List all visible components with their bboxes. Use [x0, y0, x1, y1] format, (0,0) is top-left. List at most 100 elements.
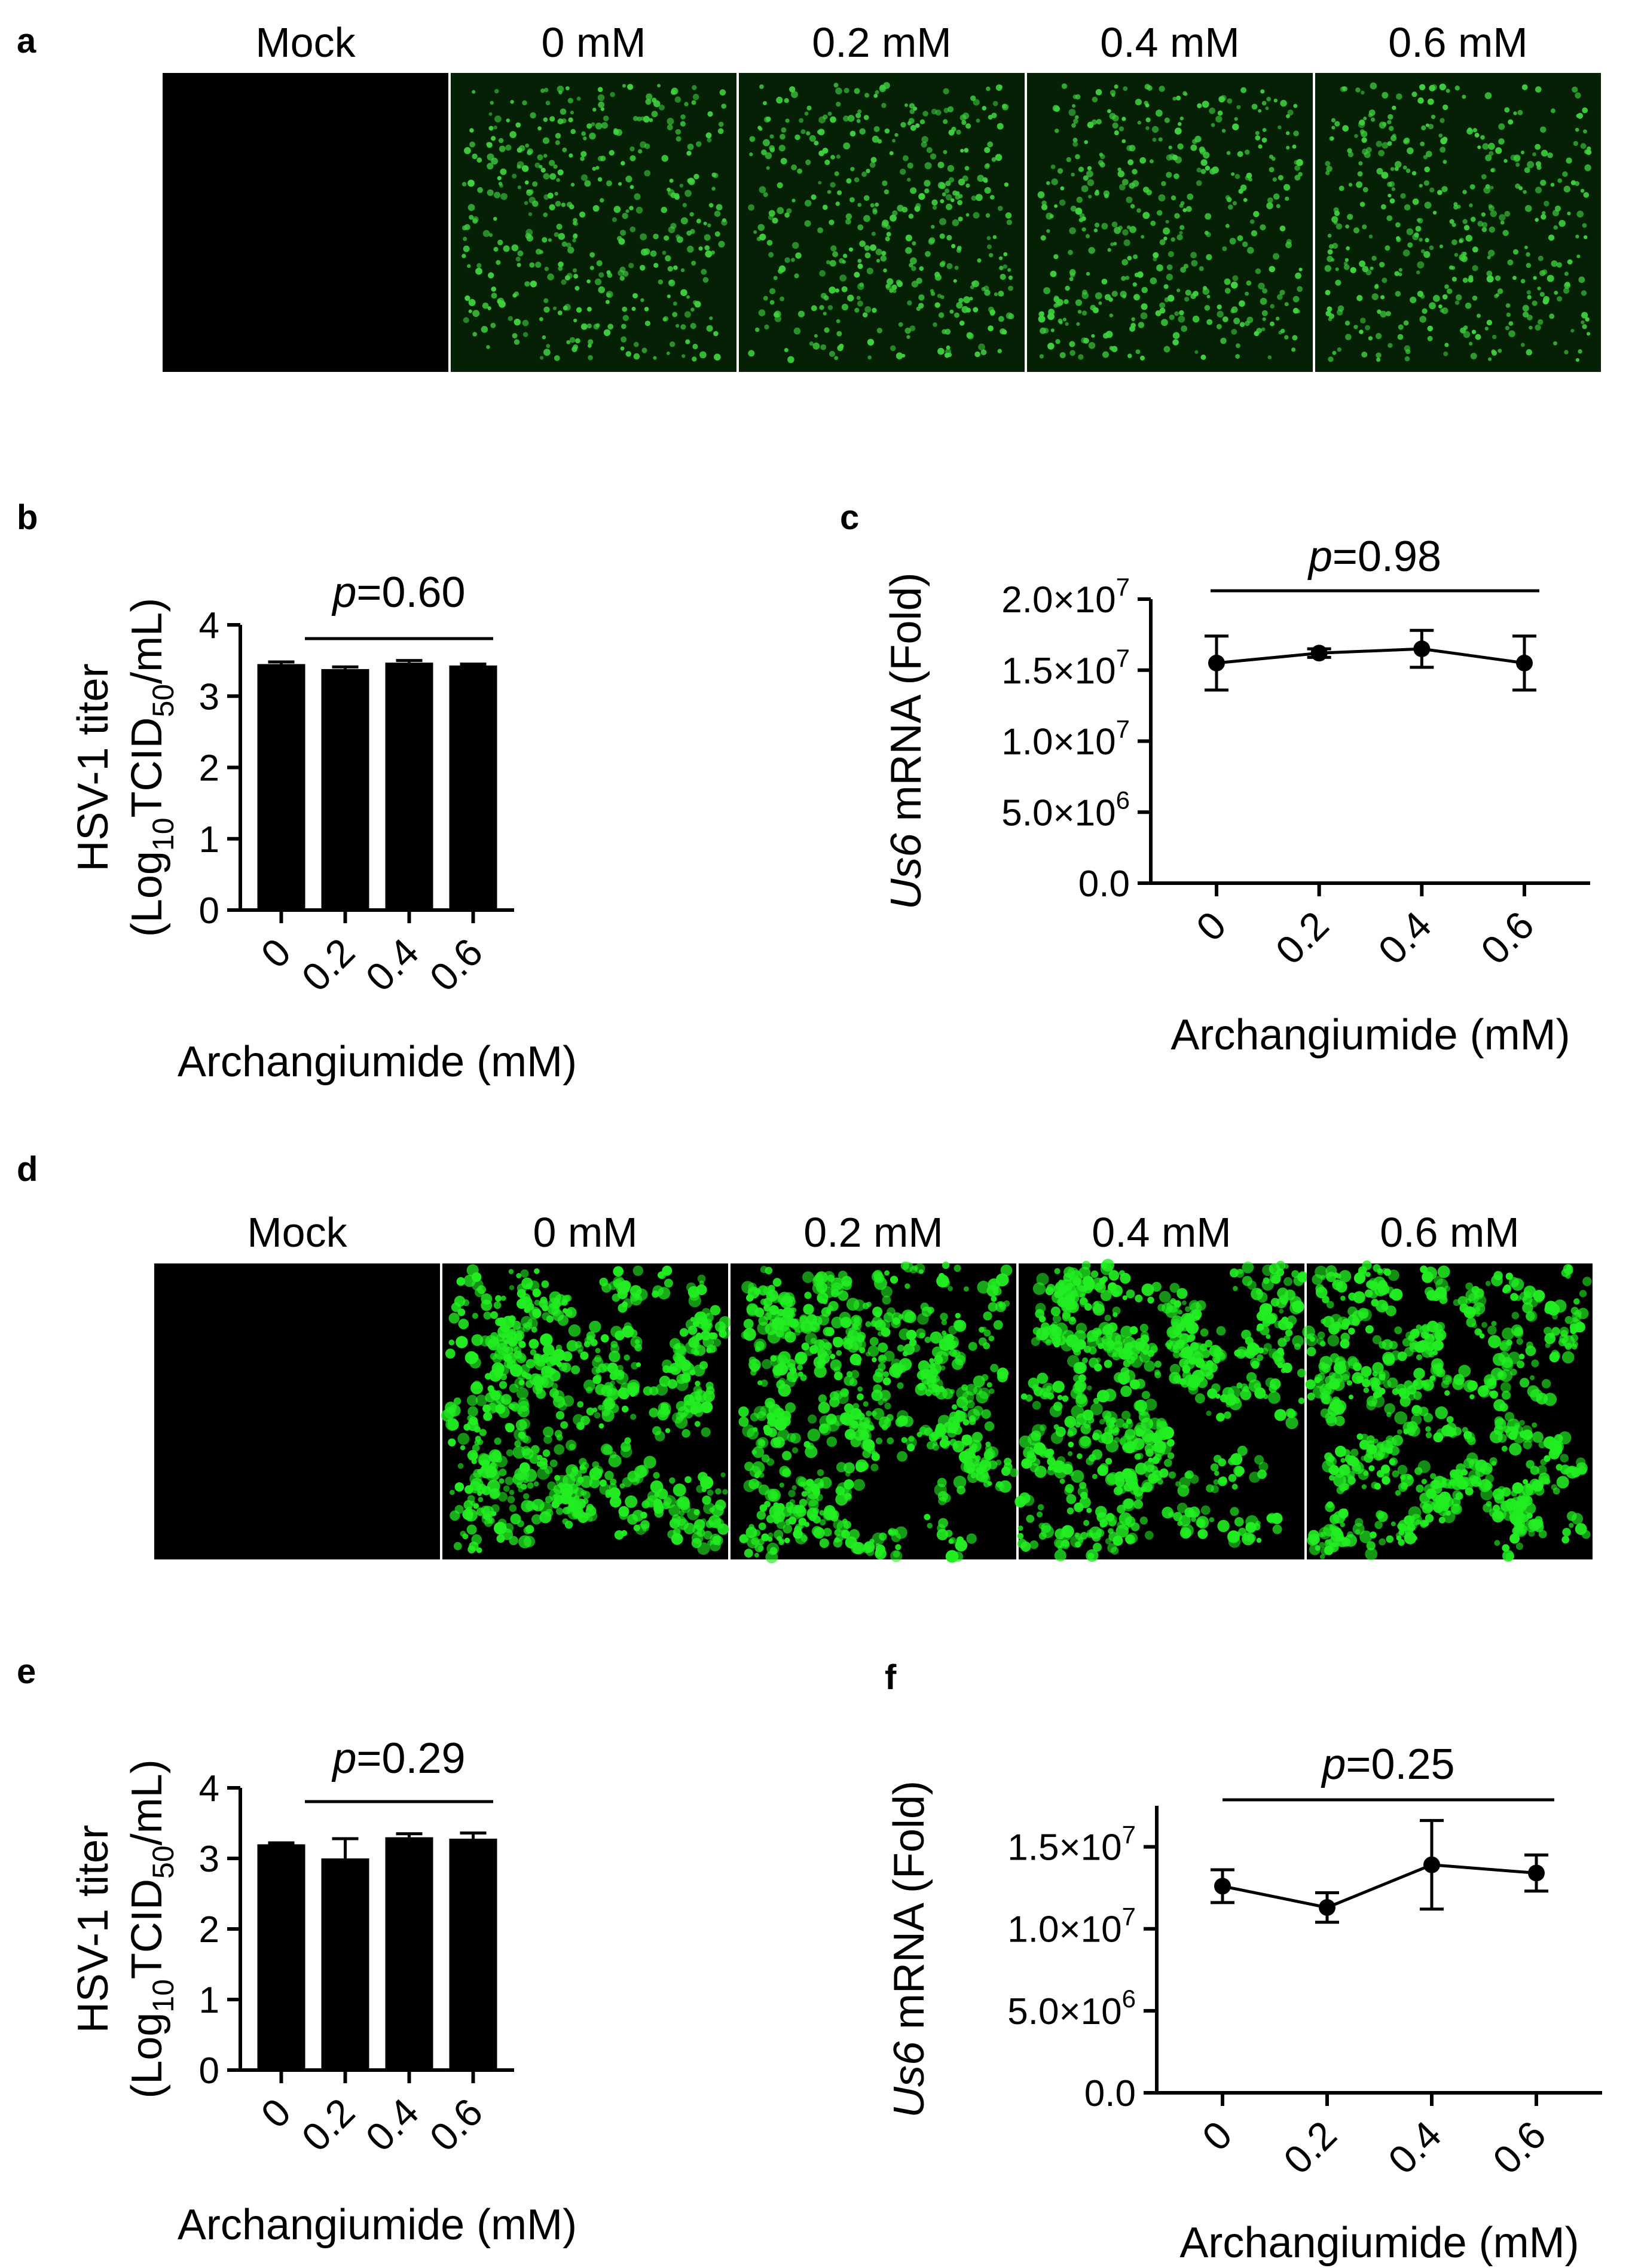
fluorescent-cell [645, 99, 652, 105]
fluorescent-cell [463, 1500, 473, 1510]
fluorescent-cell [691, 100, 696, 105]
fluorescent-cell [1251, 1344, 1260, 1353]
fluorescent-cell [1462, 94, 1466, 99]
fluorescent-cell [1363, 1375, 1369, 1381]
fluorescent-cell [1585, 317, 1590, 322]
fluorescent-cell [462, 1533, 469, 1540]
fluorescent-cell [1396, 93, 1402, 100]
fluorescent-cell [521, 1315, 533, 1328]
fluorescent-cell [591, 122, 595, 127]
fluorescent-cell [1004, 182, 1009, 187]
fluorescent-cell [1125, 1534, 1136, 1544]
fluorescent-cell [814, 1365, 827, 1378]
fluorescent-cell [817, 1359, 824, 1366]
fluorescent-cell [547, 273, 554, 281]
fluorescent-cell [1515, 183, 1521, 189]
fluorescent-cell [514, 1428, 527, 1441]
fluorescent-cell [765, 1266, 773, 1275]
fluorescent-cell [1469, 1308, 1476, 1315]
fluorescent-cell [818, 1339, 830, 1350]
fluorescent-cell [1545, 1342, 1551, 1348]
fluorescent-cell [896, 352, 903, 359]
fluorescent-cell [1147, 1342, 1158, 1354]
fluorescent-cell [1069, 269, 1076, 276]
fluorescent-cell [1423, 1332, 1430, 1339]
fluorescent-cell [1091, 334, 1095, 338]
fluorescent-cell [1352, 1523, 1365, 1535]
fluorescent-cell [1067, 1355, 1080, 1367]
fluorescent-cell [1525, 1345, 1536, 1356]
fluorescent-cell [1465, 234, 1472, 242]
fluorescent-cell [982, 106, 987, 111]
fluorescent-cell [945, 194, 952, 201]
fluorescent-cell [809, 1320, 820, 1331]
fluorescent-cell [713, 1518, 725, 1530]
fluorescent-cell [1449, 219, 1454, 224]
fluorescent-cell [1565, 1268, 1573, 1275]
fluorescent-cell [1380, 295, 1385, 300]
fluorescent-cell [1217, 310, 1224, 318]
fluorescent-cell [1298, 172, 1303, 177]
fluorescent-cell [580, 1475, 593, 1488]
fluorescent-cell [1425, 1426, 1431, 1432]
fluorescent-cell [1063, 1306, 1072, 1314]
fluorescent-cell [1285, 1329, 1293, 1337]
fluorescent-cell [1503, 1284, 1511, 1292]
fluorescent-cell [904, 327, 911, 334]
fluorescent-cell [819, 305, 824, 310]
fluorescent-cell [586, 1335, 595, 1344]
fluorescent-cell [1497, 1433, 1507, 1443]
fluorescent-cell [1379, 1371, 1386, 1378]
fluorescent-cell [814, 141, 819, 146]
fluorescent-cell [687, 246, 694, 253]
fluorescent-cell [753, 1529, 761, 1537]
fluorescent-cell [621, 336, 627, 343]
fluorescent-cell [1284, 302, 1289, 307]
fluorescent-cell [1584, 235, 1588, 239]
fluorescent-cell [450, 1489, 455, 1495]
y-axis-label-line1: HSV-1 titer [69, 1825, 117, 2033]
fluorescent-cell [557, 86, 564, 93]
fluorescent-cell [1050, 1307, 1061, 1317]
fluorescent-cell [1405, 168, 1411, 173]
fluorescent-cell [680, 114, 686, 120]
fluorescent-cell [1233, 1286, 1238, 1292]
fluorescent-cell [495, 1395, 505, 1405]
fluorescent-cell [1046, 181, 1050, 185]
y-tick-label: 3 [199, 676, 219, 718]
fluorescent-cell [1359, 119, 1365, 126]
fluorescent-cell [500, 193, 508, 200]
fluorescent-cell [518, 145, 525, 152]
fluorescent-cell [629, 185, 634, 190]
fluorescent-cell [1380, 310, 1387, 318]
fluorescent-cell [607, 323, 614, 330]
fluorescent-cell [780, 296, 785, 301]
fluorescent-cell [986, 236, 991, 240]
fluorescent-cell [1280, 1367, 1286, 1373]
fluorescent-cell [612, 217, 617, 222]
fluorescent-cell [880, 255, 887, 262]
fluorescent-cell [850, 1436, 861, 1448]
fluorescent-cell [989, 195, 995, 200]
fluorescent-cell [1000, 1264, 1013, 1277]
fluorescent-cell [653, 233, 659, 240]
fluorescent-cell [1261, 310, 1268, 316]
micrograph-0-2-mm [731, 1261, 1019, 1564]
fluorescent-cell [1008, 275, 1013, 280]
fluorescent-cell [613, 129, 619, 135]
fluorescent-cell [560, 108, 567, 115]
fluorescent-cell [811, 194, 817, 200]
fluorescent-cell [903, 1344, 915, 1356]
bar [257, 664, 305, 910]
fluorescent-cell [479, 1428, 487, 1436]
fluorescent-cell [1376, 1510, 1385, 1519]
fluorescent-cell [969, 297, 973, 301]
fluorescent-cell [1551, 1484, 1557, 1491]
y-tick-label: 1 [199, 819, 219, 860]
fluorescent-cell [524, 281, 530, 287]
fluorescent-cell [1317, 1372, 1325, 1381]
fluorescent-cell [1347, 213, 1353, 220]
fluorescent-cell [595, 166, 600, 170]
